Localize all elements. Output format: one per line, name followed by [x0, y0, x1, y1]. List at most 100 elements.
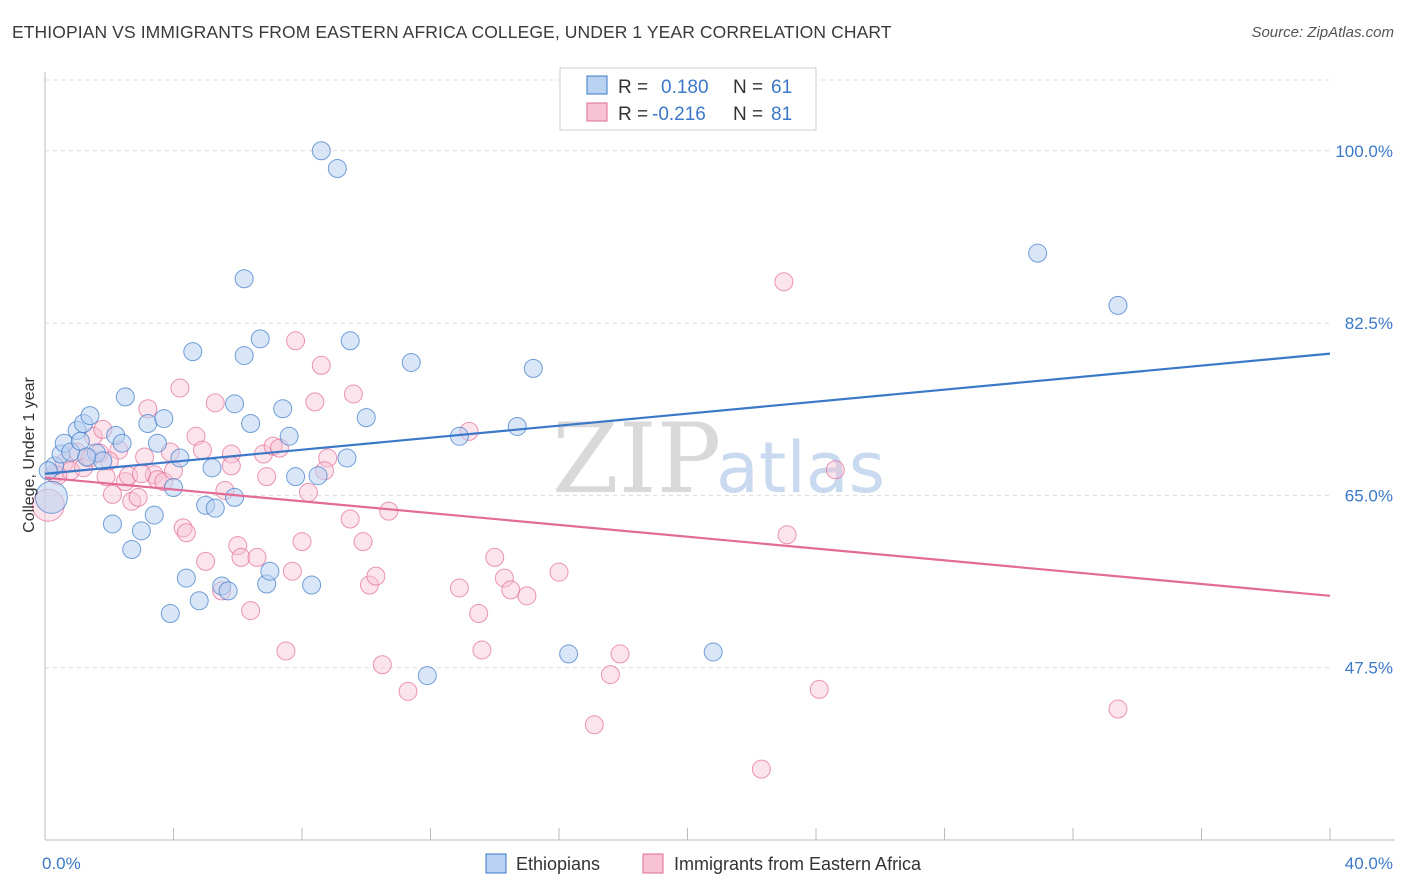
ethiopians-point-58 — [1108, 295, 1128, 315]
ethiopians-trend-line — [44, 352, 1331, 475]
y-tick-label-0: 47.5% — [1345, 659, 1393, 678]
immigrants-point-66 — [549, 562, 569, 582]
ethiopians-point-28 — [202, 458, 222, 478]
immigrants-point-46 — [298, 482, 318, 502]
ethiopians-point-16 — [131, 521, 151, 541]
trend-lines — [44, 352, 1331, 597]
immigrants-point-48 — [311, 355, 331, 375]
immigrants-point-17 — [135, 447, 155, 467]
immigrants-point-37 — [247, 547, 267, 567]
immigrants-point-35 — [231, 547, 251, 567]
legend-swatch-ethiopians — [586, 75, 608, 95]
ethiopians-point-32 — [225, 394, 245, 414]
immigrants-point-45 — [292, 532, 312, 552]
immigrants-point-62 — [485, 547, 505, 567]
immigrants-trend-line — [44, 476, 1331, 597]
immigrants-point-49 — [318, 448, 338, 468]
ethiopians-point-34 — [234, 346, 254, 366]
ethiopians-point-15 — [122, 540, 142, 560]
immigrants-point-24 — [170, 378, 190, 398]
ethiopians-point-22 — [164, 478, 183, 498]
axes — [44, 72, 1395, 841]
ethiopians-point-55 — [559, 644, 579, 664]
immigrants-point-78 — [131, 464, 151, 484]
immigrants-point-11 — [102, 484, 122, 504]
ethiopians-point-11 — [102, 514, 122, 534]
immigrants-point-63 — [494, 568, 514, 588]
immigrants-point-61 — [472, 640, 492, 660]
ethiopians-point-48 — [340, 331, 360, 351]
ethiopians-point-19 — [147, 433, 167, 453]
x-tick-label-0: 0.0% — [42, 854, 81, 873]
ethiopians-point-14 — [115, 387, 135, 407]
ethiopians-point-42 — [286, 467, 306, 487]
ethiopians-point-26 — [189, 591, 209, 611]
immigrants-point-74 — [825, 460, 845, 480]
chart-title: ETHIOPIAN VS IMMIGRANTS FROM EASTERN AFR… — [12, 22, 892, 42]
ethiopians-point-60 — [77, 447, 97, 467]
legend-n-value-2: 81 — [771, 104, 792, 125]
legend-r-label-1: R = — [618, 77, 648, 98]
immigrants-point-54 — [366, 566, 386, 586]
ethiopians-point-43 — [302, 575, 322, 595]
ethiopians-point-56 — [703, 642, 723, 662]
immigrants-point-69 — [610, 644, 630, 664]
immigrants-point-72 — [777, 525, 797, 545]
ethiopians-point-37 — [250, 329, 270, 349]
legend-swatch-immigrants — [586, 102, 608, 122]
bottom-legend-swatch-immigrants — [642, 853, 664, 874]
ethiopians-point-35 — [234, 269, 254, 289]
ethiopians-point-21 — [160, 604, 180, 624]
immigrants-point-43 — [282, 561, 302, 581]
legend-r-label-2: R = — [618, 104, 648, 125]
immigrants-point-29 — [196, 551, 216, 571]
watermark-atlas: atlas — [716, 427, 885, 509]
ethiopians-point-49 — [356, 408, 376, 428]
immigrants-point-67 — [584, 715, 604, 735]
watermark: ZIP atlas — [552, 403, 885, 515]
x-tick-label-1: 40.0% — [1345, 854, 1393, 873]
immigrants-point-26 — [176, 523, 196, 543]
legend-n-label-2: N = — [733, 104, 763, 125]
immigrants-point-64 — [501, 580, 521, 600]
bottom-legend-immigrants: Immigrants from Eastern Africa — [674, 854, 922, 874]
immigrants-point-55 — [372, 655, 392, 675]
ethiopians-point-50 — [401, 352, 421, 372]
immigrants-point-75 — [1108, 699, 1128, 719]
ethiopians-point-36 — [241, 414, 261, 434]
legend-n-label-1: N = — [733, 77, 763, 98]
bottom-legend-ethiopians: Ethiopians — [516, 854, 600, 874]
ethiopians-point-40 — [273, 399, 293, 419]
ethiopians-point-29 — [205, 498, 225, 518]
immigrants-point-39 — [257, 467, 277, 487]
immigrants-point-47 — [305, 392, 325, 412]
ethiopians-point-51 — [417, 666, 437, 686]
immigrants-point-73 — [809, 679, 829, 699]
immigrants-point-25 — [173, 518, 193, 538]
y-tick-label-3: 100.0% — [1335, 142, 1393, 161]
ethiopians-point-47 — [337, 448, 357, 468]
immigrants-point-68 — [600, 665, 620, 685]
immigrants-point-58 — [449, 578, 469, 598]
bottom-legend-swatch-ethiopians — [485, 853, 507, 874]
legend: R = 0.180 N = 61 R = -0.216 N = 81 — [559, 67, 817, 131]
immigrants-point-34 — [228, 536, 248, 556]
legend-r-value-1: 0.180 — [661, 77, 709, 98]
ethiopians-point-13 — [112, 433, 132, 453]
immigrants-point-71 — [774, 272, 794, 292]
y-axis-title: College, Under 1 year — [21, 377, 38, 533]
grid-lines — [45, 79, 1330, 669]
y-tick-labels: 47.5% 65.0% 82.5% 100.0% — [1335, 142, 1393, 678]
legend-n-value-1: 61 — [771, 77, 792, 98]
immigrants-point-50 — [340, 509, 360, 529]
ethiopians-point-17 — [138, 414, 158, 434]
ethiopians-point-31 — [218, 581, 238, 601]
ethiopians-point-0 — [34, 480, 68, 514]
immigrants-point-16 — [128, 487, 148, 507]
ethiopians-point-41 — [279, 426, 299, 446]
data-points — [31, 141, 1128, 779]
ethiopians-point-18 — [144, 505, 164, 525]
ethiopians-point-54 — [523, 358, 543, 378]
ethiopians-point-44 — [308, 466, 328, 486]
